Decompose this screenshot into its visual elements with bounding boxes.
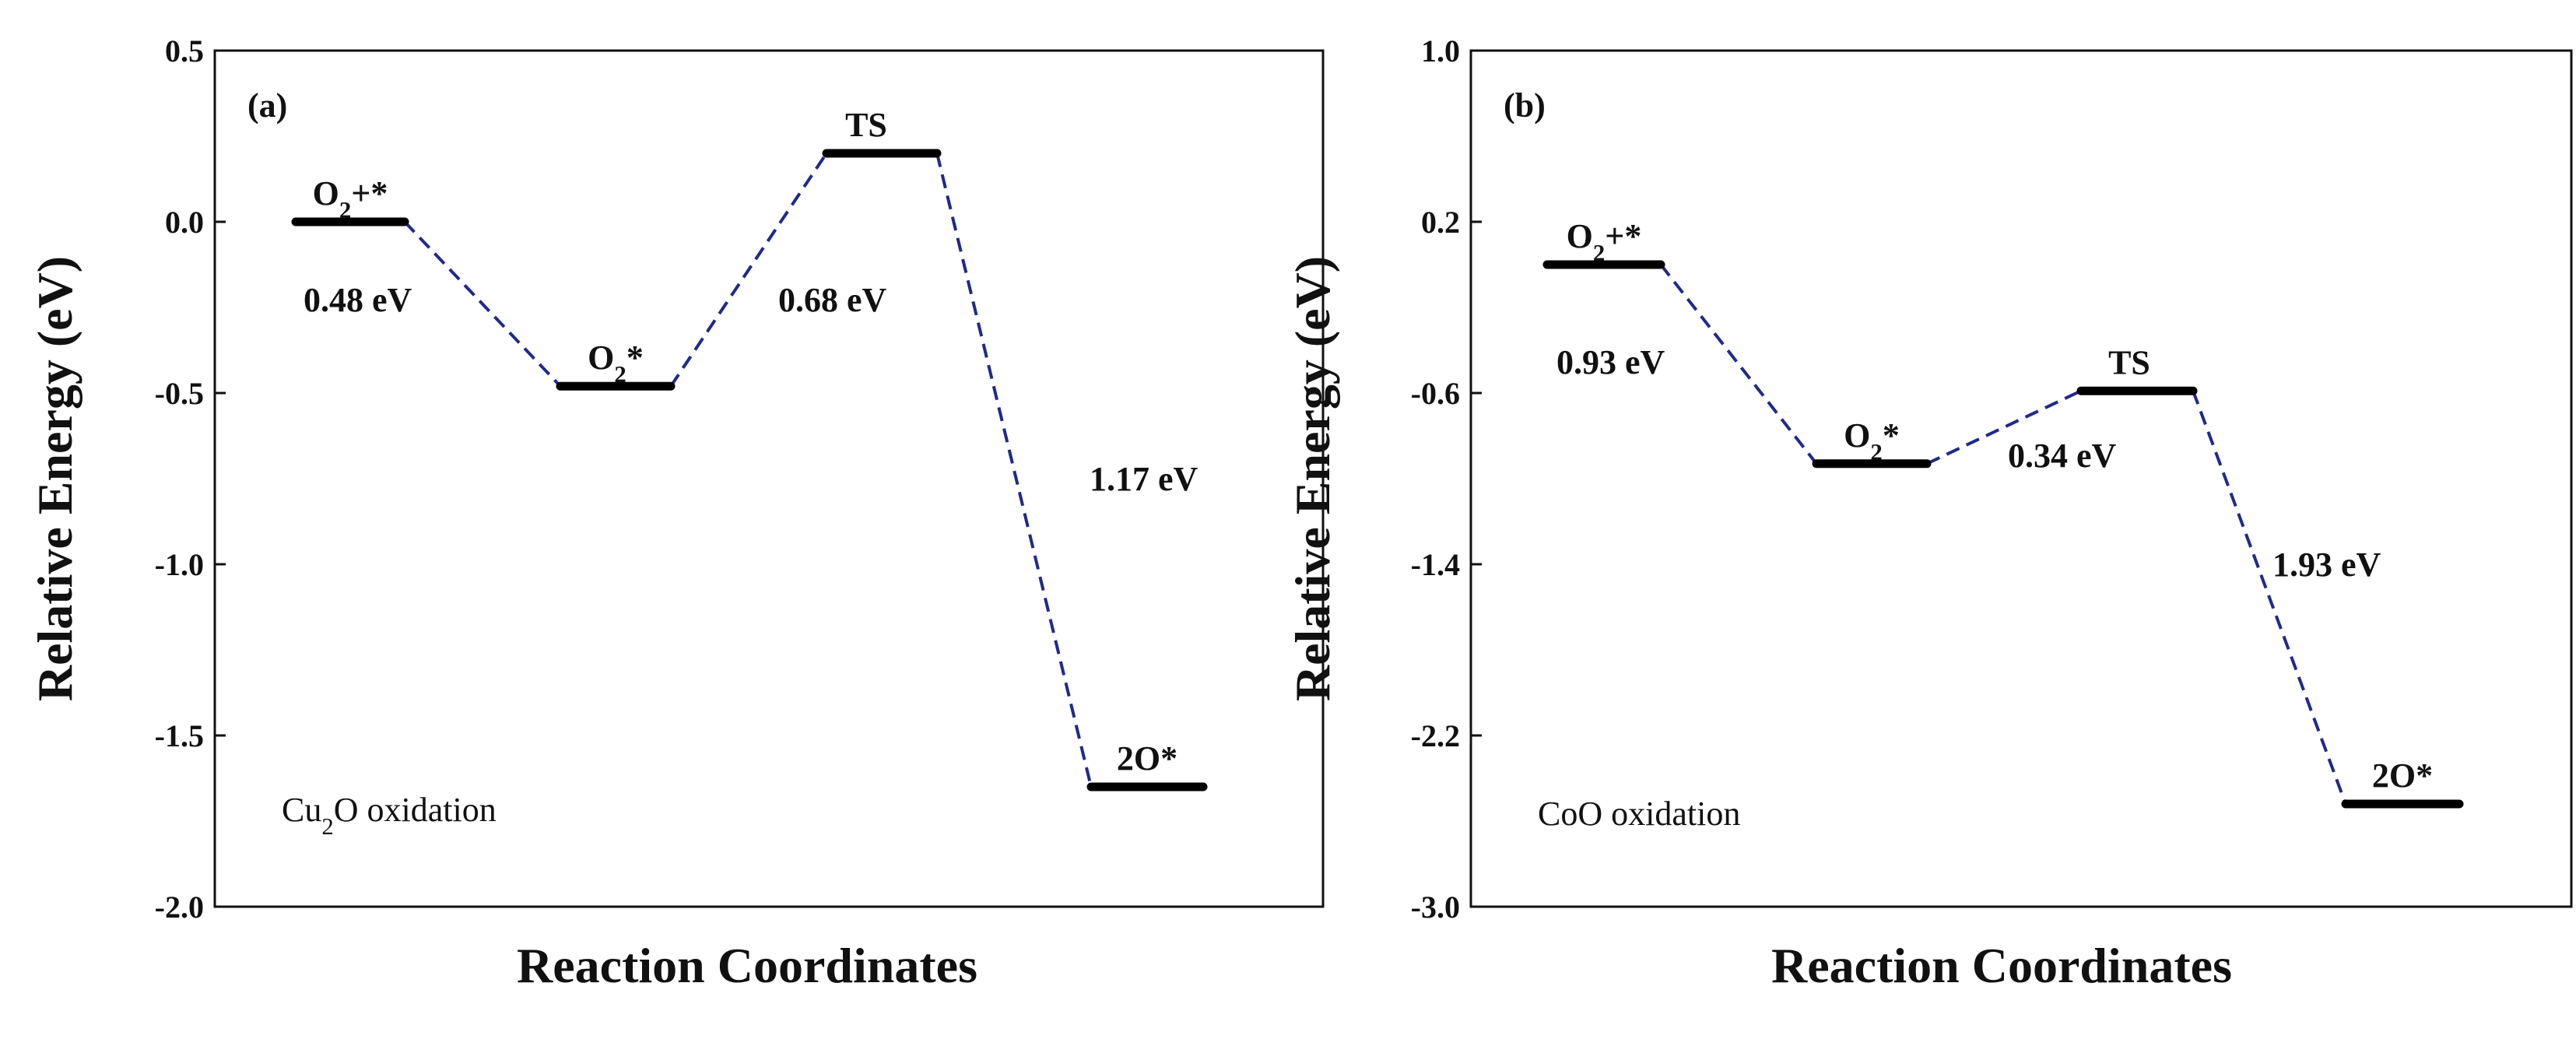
panel-caption: Cu2O oxidation (282, 791, 497, 840)
state-label: TS (845, 106, 887, 144)
y-axis-title: Relative Energy (eV) (1285, 256, 1340, 701)
chart-panel-b: 1.0 0.2 -0.6 -1.4 -2.2 -3.0 Reaction Coordinat… (1285, 33, 2573, 993)
energy-change-label: 0.93 eV (1556, 343, 1665, 381)
energy-change-label: 0.34 eV (2008, 437, 2117, 475)
chart-panel-a: 0.5 0.0 -0.5 -1.0 -1.5 -2.0 Reaction Coordinat… (27, 33, 1325, 993)
y-tick-label: -1.4 (1411, 547, 1460, 582)
transition-connector (669, 152, 828, 388)
state-label: O2* (588, 339, 644, 388)
plot-frame (213, 49, 1325, 908)
y-tick-label: -3.0 (1411, 890, 1460, 925)
energy-change-label: 0.68 eV (778, 281, 887, 319)
x-axis-title: Reaction Coordinates (517, 938, 977, 993)
transition-connector (935, 153, 1093, 788)
state-label: TS (2108, 343, 2150, 381)
transition-connector (1926, 389, 2082, 465)
y-tick-label: 0.2 (1421, 205, 1460, 240)
y-axis-title: Relative Energy (eV) (27, 256, 82, 701)
state-label: 2O* (2372, 756, 2433, 795)
energy-change-label: 1.93 eV (2272, 546, 2381, 584)
state-label: O2+* (1567, 217, 1642, 266)
plot-frame (1469, 49, 2573, 908)
y-tick-label: -0.5 (155, 376, 204, 411)
panel-caption: CoO oxidation (1538, 795, 1740, 833)
state-label: O2* (1844, 416, 1900, 465)
y-tick-label: -1.0 (155, 547, 204, 582)
transition-connector (1659, 263, 1818, 465)
y-tick-label: -2.0 (155, 890, 204, 925)
y-tick-label: 1.0 (1421, 33, 1460, 68)
y-tick-label: -0.6 (1411, 376, 1460, 411)
panel-label: (b) (1504, 86, 1546, 125)
x-axis-title: Reaction Coordinates (1771, 938, 2232, 993)
transition-connector (2192, 390, 2347, 805)
transition-connector (403, 220, 562, 388)
energy-change-label: 1.17 eV (1090, 460, 1199, 498)
state-label: 2O* (1117, 739, 1177, 777)
y-tick-label: 0.5 (165, 33, 204, 68)
y-tick-label: -2.2 (1411, 718, 1460, 753)
y-tick-label: 0.0 (165, 205, 204, 240)
state-label: O2+* (313, 174, 388, 223)
panel-label: (a) (247, 86, 287, 125)
y-tick-label: -1.5 (155, 718, 204, 753)
energy-change-label: 0.48 eV (304, 281, 412, 319)
